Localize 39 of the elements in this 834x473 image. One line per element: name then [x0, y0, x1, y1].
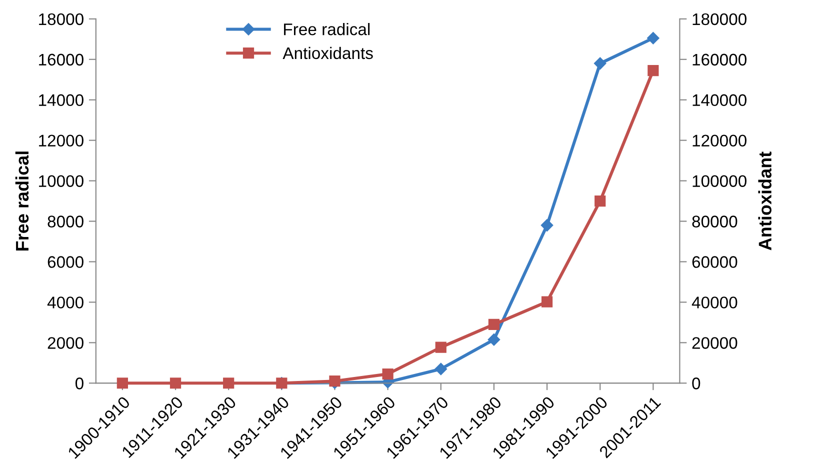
y2-tick-label: 180000: [692, 13, 746, 26]
y2-axis-title: Antioxidant: [758, 152, 772, 250]
y2-tick-label: 0: [692, 378, 700, 390]
point: [541, 296, 553, 308]
point: [329, 376, 340, 387]
point: [116, 378, 128, 389]
point: [223, 378, 234, 389]
point: [540, 219, 554, 232]
y-tick-label: 8000: [48, 216, 84, 228]
y2-tick-label: 40000: [692, 296, 738, 308]
point: [488, 334, 500, 346]
point: [594, 57, 606, 70]
y-tick-label: 14000: [39, 94, 84, 106]
point: [382, 368, 394, 380]
y-tick-label: 12000: [39, 134, 84, 147]
y-tick-label: 16000: [39, 54, 84, 66]
y-tick-label: 0: [75, 378, 84, 390]
y-tick-label: 6000: [48, 256, 84, 268]
legend-label: Antioxidants: [282, 46, 373, 60]
y2-tick-label: 80000: [692, 216, 738, 228]
point: [170, 378, 182, 389]
legend-label: Free radical: [284, 22, 370, 36]
y-tick-label: 18000: [39, 13, 84, 26]
y2-tick-label: 60000: [692, 256, 738, 268]
point: [647, 32, 660, 44]
y2-tick-label: 160000: [692, 54, 746, 66]
y-tick-label: 10000: [39, 175, 84, 187]
y-tick-label: 2000: [48, 337, 84, 349]
point: [594, 195, 606, 207]
y2-tick-label: 100000: [692, 175, 746, 187]
point: [435, 342, 446, 353]
point: [488, 318, 500, 330]
y-axis-title: Free radical: [15, 152, 29, 250]
y-tick-label: 4000: [47, 296, 84, 308]
point: [648, 64, 659, 76]
y2-tick-label: 140000: [692, 94, 746, 106]
point: [434, 362, 447, 376]
y2-tick-label: 20000: [692, 337, 738, 349]
y2-tick-label: 120000: [692, 134, 746, 147]
